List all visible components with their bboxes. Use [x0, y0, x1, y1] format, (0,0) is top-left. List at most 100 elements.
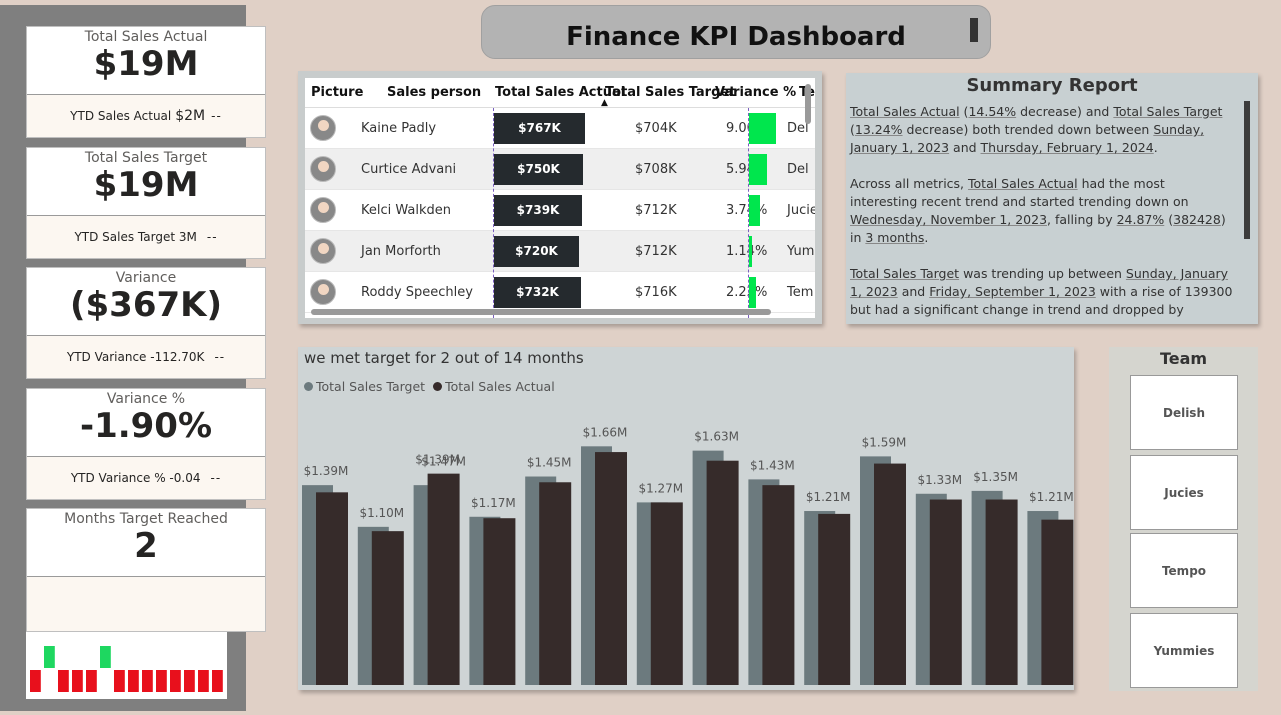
sales-person-table-card: Picture Sales person Total Sales Actual …: [298, 71, 822, 324]
table-vertical-scrollbar[interactable]: [805, 84, 811, 124]
actual-cell: $732K: [494, 272, 581, 312]
summary-highlight: 13.24%: [854, 122, 903, 137]
title-accent-bar: [970, 18, 978, 42]
kpi-card-3: Variance % -1.90% YTD Variance % -0.04 --: [26, 388, 266, 500]
month-indicator-7: [128, 670, 139, 692]
kpi-ytd-trend: --: [214, 350, 226, 364]
kpi-label: Months Target Reached: [64, 511, 228, 527]
bar-actual-6[interactable]: [650, 502, 683, 685]
team-value: Del: [787, 161, 809, 177]
data-label-5: $1.66M: [583, 425, 628, 439]
data-label-0: $1.39M: [304, 464, 349, 478]
sales-person-name: Curtice Advani: [361, 161, 457, 177]
data-label-actual-2: $1.47M: [421, 455, 466, 469]
month-indicator-5: [100, 646, 111, 668]
data-label-12: $1.35M: [973, 470, 1018, 484]
table-row[interactable]: Jan Morforth $720K $712K 1.14% Yum: [305, 231, 815, 272]
data-label-10: $1.59M: [862, 435, 907, 449]
summary-text-run: , falling by: [1047, 212, 1117, 227]
bar-actual-4[interactable]: [539, 482, 572, 685]
summary-highlight: Total Sales Actual: [968, 176, 1078, 191]
kpi-ytd: YTD Sales Actual $2M --: [27, 95, 265, 137]
actual-bar: $720K: [494, 235, 579, 267]
legend-target-label: Total Sales Target: [316, 379, 426, 394]
team-option-jucies[interactable]: Jucies: [1130, 455, 1238, 530]
summary-highlight: Total Sales Target: [1113, 104, 1223, 119]
table-row[interactable]: Kelci Walkden $739K $712K 3.74% Jucie: [305, 190, 815, 231]
data-label-11: $1.33M: [917, 473, 962, 487]
kpi-main: Months Target Reached 2: [27, 509, 265, 577]
summary-text-run: (: [1164, 212, 1174, 227]
bar-actual-11[interactable]: [929, 499, 962, 685]
kpi-ytd-label: YTD Sales Target 3M: [74, 230, 197, 244]
table-row[interactable]: Kaine Padly $767K $704K 9.00% Del: [305, 108, 815, 149]
variance-value: 3.74%: [726, 202, 768, 218]
summary-report: Summary Report Total Sales Actual (14.54…: [846, 73, 1258, 324]
legend-target-dot-icon: [304, 382, 313, 391]
bar-actual-2[interactable]: [427, 473, 460, 685]
summary-scrollbar[interactable]: [1244, 101, 1250, 239]
summary-text-run: (: [959, 104, 969, 119]
kpi-card-1: Total Sales Target $19M YTD Sales Target 3…: [26, 147, 266, 259]
month-indicator-0: [30, 670, 41, 692]
kpi-ytd-label: YTD Sales Actual: [70, 109, 172, 123]
month-indicator-1: [44, 646, 55, 668]
actual-cell: $739K: [494, 190, 582, 230]
legend-item-actual[interactable]: Total Sales Actual: [433, 379, 555, 394]
summary-highlight: Sunday, January 1, 2023: [850, 266, 1229, 299]
table-row[interactable]: Curtice Advani $750K $708K 5.94% Del: [305, 149, 815, 190]
data-label-6: $1.27M: [638, 481, 683, 495]
bar-actual-5[interactable]: [595, 452, 627, 685]
kpi-card-2: Variance ($367K) YTD Variance -112.70K --: [26, 267, 266, 379]
month-indicator-8: [142, 670, 153, 692]
kpi-value: -1.90%: [79, 406, 213, 446]
bar-actual-10[interactable]: [874, 463, 906, 685]
bar-actual-0[interactable]: [316, 492, 348, 685]
team-option-delish[interactable]: Delish: [1130, 375, 1238, 450]
header-total-sales-actual[interactable]: Total Sales Actual: [495, 85, 626, 100]
month-indicator-10: [170, 670, 181, 692]
bar-actual-8[interactable]: [762, 485, 795, 685]
bar-actual-3[interactable]: [483, 518, 516, 685]
team-value: Tem: [787, 284, 814, 300]
target-value: $708K: [635, 161, 677, 177]
team-option-tempo[interactable]: Tempo: [1130, 533, 1238, 608]
bar-actual-7[interactable]: [706, 460, 739, 685]
actual-bar: $767K: [494, 112, 585, 144]
header-variance-pct[interactable]: Variance %: [715, 85, 797, 100]
header-total-sales-target[interactable]: Total Sales Target: [605, 85, 736, 100]
summary-text-run: was trending up between: [959, 266, 1126, 281]
kpi-label: Total Sales Actual: [84, 29, 208, 45]
header-sales-person[interactable]: Sales person: [387, 85, 482, 100]
variance-bar: [749, 195, 760, 226]
summary-text: Total Sales Actual (14.54% decrease) and…: [850, 103, 1235, 324]
legend-actual-label: Total Sales Actual: [445, 379, 555, 394]
avatar: [310, 238, 336, 264]
team-value: Jucie: [787, 202, 815, 218]
bar-actual-12[interactable]: [985, 499, 1018, 685]
bar-actual-13[interactable]: [1041, 519, 1074, 685]
sales-person-name: Kaine Padly: [361, 120, 437, 136]
kpi-ytd-trend: --: [211, 109, 222, 123]
summary-text-run: and: [949, 140, 981, 155]
month-indicator-13: [212, 670, 223, 692]
avatar: [310, 156, 336, 182]
header-picture[interactable]: Picture: [311, 85, 364, 100]
actual-cell: $767K: [494, 108, 585, 148]
summary-highlight: 14.54%: [968, 104, 1017, 119]
table-horizontal-scrollbar[interactable]: [311, 309, 771, 315]
team-slicer: Team Delish Jucies Tempo Yummies: [1109, 347, 1258, 691]
team-option-yummies[interactable]: Yummies: [1130, 613, 1238, 688]
summary-title: Summary Report: [966, 75, 1138, 96]
sales-person-table[interactable]: Picture Sales person Total Sales Actual …: [305, 78, 815, 318]
legend-item-target[interactable]: Total Sales Target: [304, 379, 425, 394]
actual-cell: $720K: [494, 231, 579, 271]
summary-highlight: Sunday, January 1, 2023: [850, 122, 1205, 155]
bar-actual-1[interactable]: [371, 531, 404, 685]
summary-highlight: Wednesday, November 1, 2023: [850, 212, 1048, 227]
bar-actual-9[interactable]: [818, 513, 851, 685]
kpi-ytd-trend: --: [210, 471, 222, 485]
table-row[interactable]: Roddy Speechley $732K $716K 2.22% Tem: [305, 272, 815, 313]
kpi-ytd: [27, 577, 265, 631]
summary-text-run: ) in: [850, 212, 1226, 245]
